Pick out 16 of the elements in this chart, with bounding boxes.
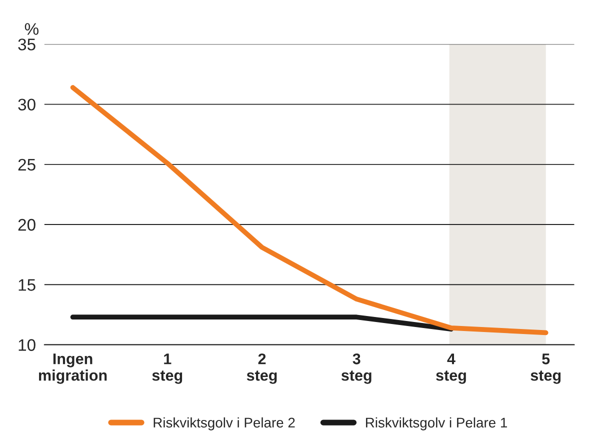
x-tick-label: 1 steg: [152, 354, 182, 384]
y-tick-label: 20: [18, 218, 36, 231]
y-tick-label: 35: [18, 38, 36, 50]
legend-label: Riskviktsgolv i Pelare 2: [154, 417, 295, 430]
legend-label: Riskviktsgolv i Pelare 1: [366, 417, 507, 430]
y-tick-label: 10: [18, 339, 36, 351]
y-axis-title: %: [24, 23, 39, 35]
y-tick-label: 15: [18, 279, 36, 291]
x-tick-label: Ingen migration: [38, 354, 107, 384]
y-tick-label: 30: [18, 98, 36, 111]
x-tick-label: 4 steg: [436, 354, 466, 384]
line-series: [70, 85, 548, 336]
x-tick-label: 3 steg: [341, 353, 372, 384]
x-tick-label: 2 steg: [246, 353, 277, 384]
y-tick-label: 25: [18, 158, 36, 171]
x-tick-label: 5 steg: [530, 354, 561, 384]
